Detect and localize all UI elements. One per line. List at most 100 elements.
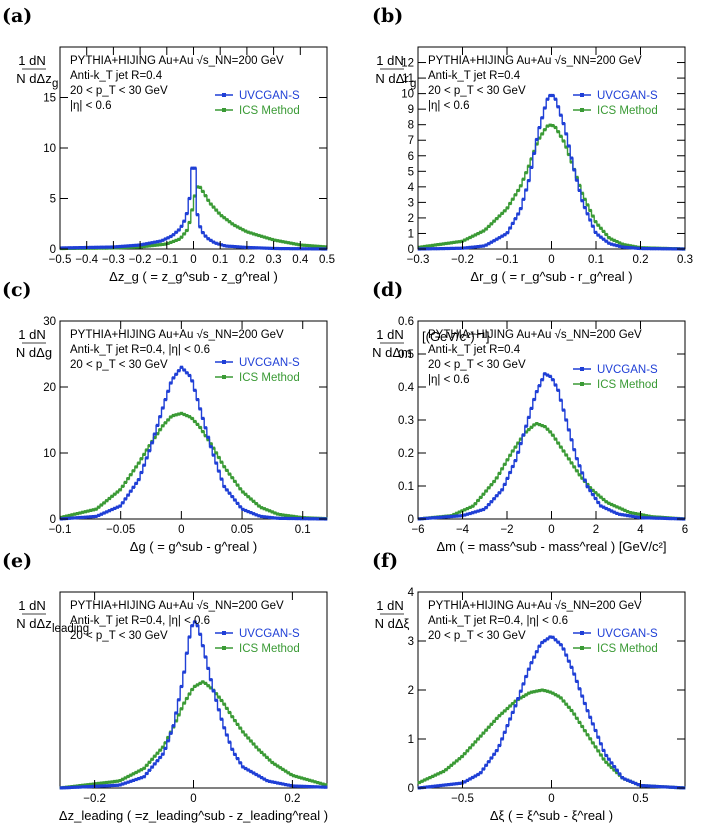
annotation-line: 20 < p_T < 30 GeV [428, 359, 526, 371]
series-uvcgan-s [59, 166, 328, 251]
legend: UVCGAN-S ICS Method [573, 364, 658, 391]
x-tick-label: 0.5 [319, 254, 335, 266]
x-axis-label: Δz_g ( = z_g^sub - z_g^real ) [109, 269, 278, 284]
y-tick-label: 6 [408, 151, 414, 163]
x-tick-label: 2 [593, 524, 599, 536]
panel-b: (b)−0.3 −0.2 −0.1 0 0.1 0.2 0.3012345678910111… [372, 5, 693, 284]
legend-ics-method: ICS Method [239, 372, 300, 384]
legend-marker [222, 375, 226, 379]
y-tick-label: 2 [408, 213, 414, 225]
x-tick-label: 0.4 [292, 254, 309, 266]
x-axis-label: Δm ( = mass^sub - mass^real ) [GeV/c²] [436, 539, 666, 554]
y-axis-unit: [(GeV/c²)⁻¹] [422, 329, 490, 344]
x-tick-label: −0.1 [49, 524, 72, 536]
x-tick-label: 4 [637, 524, 644, 536]
legend-marker [222, 93, 226, 97]
panel-a: (a) −0.5 −0.4 −0.3 −0.2 −0.1 0 0.1 0.2 0.3 0.4 0.5 0… [2, 5, 335, 284]
x-tick-label: −0.2 [83, 793, 106, 805]
y-tick-label: 0.5 [398, 349, 414, 361]
panel-label: (f) [372, 550, 398, 572]
annotation-line: Anti-k_T jet R=0.4, |η| < 0.6 [428, 615, 568, 627]
annotation-line: PYTHIA+HIJING Au+Au √s_NN=200 GeV [428, 328, 642, 341]
series-line [418, 373, 685, 520]
x-tick-label: −0.5 [49, 254, 72, 266]
legend-marker [580, 108, 584, 112]
y-axis-label-top: 1 dN [18, 327, 45, 342]
annotation-line: 20 < p_T < 30 GeV [70, 630, 168, 642]
legend-ics-method: ICS Method [239, 643, 300, 655]
x-tick-label: 0 [548, 254, 554, 266]
x-axis-label: Δg ( = g^sub - g^real ) [130, 539, 257, 554]
x-axis-label: Δξ ( = ξ^sub - ξ^real ) [490, 808, 613, 823]
x-tick-label: 0 [548, 524, 554, 536]
y-axis-label-top: 1 dN [376, 598, 403, 613]
x-tick-label: 0.1 [588, 254, 604, 266]
y-axis-label-bottom: N dΔr [375, 71, 409, 86]
y-tick-label: 0.2 [398, 448, 414, 460]
y-tick-label: 30 [43, 316, 56, 328]
series-line [60, 681, 327, 789]
x-tick-label: 0 [548, 793, 554, 805]
x-tick-label: −0.05 [106, 524, 135, 536]
legend: UVCGAN-S ICS Method [573, 90, 658, 117]
series-line [60, 366, 327, 520]
y-tick-label: 10 [43, 143, 56, 155]
legend: UVCGAN-S ICS Method [215, 90, 300, 117]
y-tick-label: 0 [50, 244, 56, 256]
y-tick-label: 3 [408, 636, 414, 648]
series-ics-method [59, 411, 328, 521]
series-line [60, 621, 327, 789]
annotation-line: Anti-k_T jet R=0.4 [428, 344, 521, 356]
x-tick-label: 0.2 [239, 254, 255, 266]
x-tick-label: 0.3 [677, 254, 693, 266]
y-tick-label: 0 [408, 244, 414, 256]
y-tick-label: 0.4 [398, 382, 415, 394]
y-tick-label: 3 [408, 197, 414, 209]
x-axis-label: Δz_leading ( =z_leading^sub - z_leading^… [59, 808, 328, 823]
x-tick-label: 0.2 [633, 254, 649, 266]
legend-ics-method: ICS Method [597, 643, 658, 655]
annotation-line: Anti-k_T jet R=0.4 [70, 70, 163, 82]
y-tick-label: 1 [408, 734, 414, 746]
series-line [418, 94, 685, 250]
x-tick-label: −0.4 [75, 254, 98, 266]
series-line [60, 186, 327, 250]
legend: UVCGAN-S ICS Method [215, 628, 300, 655]
series-uvcgan-s [59, 365, 328, 521]
x-tick-label: −6 [411, 524, 424, 536]
y-tick-label: 5 [50, 194, 56, 206]
annotation-line: PYTHIA+HIJING Au+Au √s_NN=200 GeV [70, 328, 284, 341]
series-line [60, 412, 327, 520]
x-tick-label: 0.1 [295, 524, 311, 536]
x-tick-label: −0.2 [129, 254, 152, 266]
y-tick-label: 8 [408, 120, 414, 132]
y-axis-label-subscript: leading [52, 623, 89, 635]
y-axis-label-subscript: g [52, 78, 58, 90]
series-uvcgan-s [59, 620, 328, 790]
annotation-line: Anti-k_T jet R=0.4 [428, 70, 521, 82]
series-ics-method [59, 680, 328, 790]
plot-frame [59, 320, 328, 520]
y-tick-label: 5 [408, 166, 414, 178]
annotation-line: PYTHIA+HIJING Au+Au √s_NN=200 GeV [428, 599, 642, 612]
series-uvcgan-s [417, 635, 686, 790]
series-line [418, 422, 685, 520]
y-tick-label: 15 [43, 93, 56, 105]
x-tick-label: 0 [190, 254, 196, 266]
x-tick-label: −0.1 [496, 254, 519, 266]
series-ics-method [417, 123, 686, 251]
x-tick-label: −0.1 [155, 254, 178, 266]
annotation-line: |η| < 0.6 [70, 100, 111, 112]
series-line [418, 124, 685, 250]
annotation-line: 20 < p_T < 30 GeV [428, 630, 526, 642]
panel-label: (b) [372, 5, 403, 27]
legend-uvcgan-s: UVCGAN-S [597, 628, 658, 640]
x-tick-label: −4 [456, 524, 470, 536]
y-tick-label: 2 [408, 685, 414, 697]
y-axis-label-top: 1 dN [376, 327, 403, 342]
y-tick-label: 10 [401, 89, 414, 101]
annotation-line: |η| < 0.6 [428, 374, 469, 386]
legend-marker [580, 93, 584, 97]
annotation-line: Anti-k_T jet R=0.4, |η| < 0.6 [70, 615, 210, 627]
y-tick-label: 9 [408, 104, 414, 116]
